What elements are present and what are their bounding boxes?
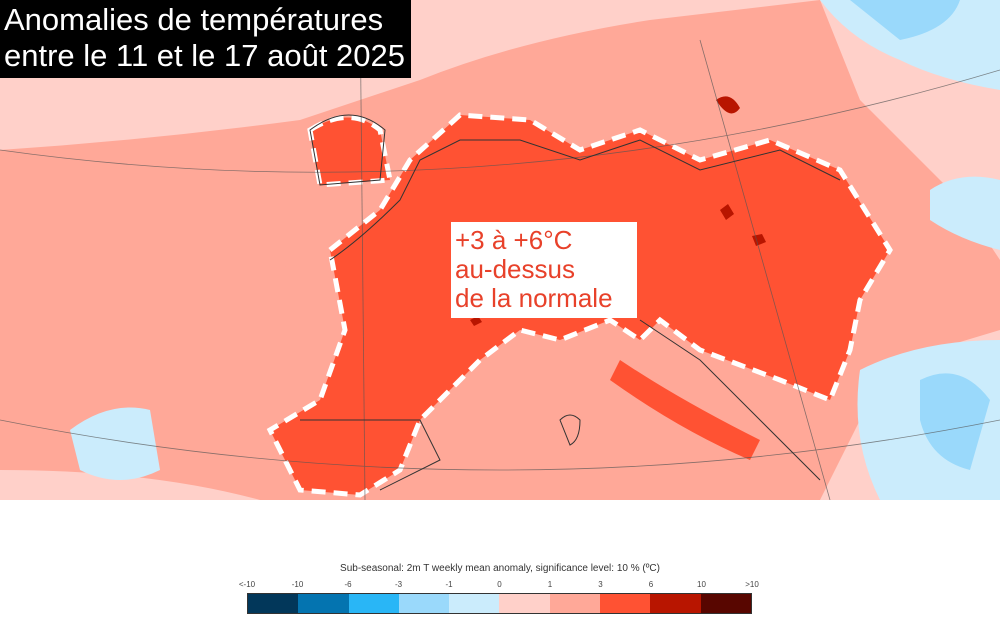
legend-swatch [650,594,701,613]
legend-tick: 6 [648,580,654,589]
legend-swatch [449,594,500,613]
annotation-line-3: de la normale [455,283,613,313]
legend-swatch [398,594,450,613]
annotation-line-1: +3 à +6°C [455,225,573,255]
legend-swatch [549,594,601,613]
legend-tick: 0 [497,580,502,589]
legend-tick: <-10 [238,580,256,589]
legend-swatch [499,594,550,613]
legend-tick: 1 [547,580,553,589]
annotation-line-2: au-dessus [455,254,575,284]
title-line-1: Anomalies de températures [4,2,384,37]
legend-caption: Sub-seasonal: 2m T weekly mean anomaly, … [340,563,660,574]
legend-tick: -1 [445,580,453,589]
legend-swatch [348,594,399,613]
map-title: Anomalies de températures entre le 11 et… [0,0,412,78]
legend-swatch [248,594,299,613]
cold-region-sw [70,407,160,480]
legend-tick: -6 [344,580,352,589]
legend-tick: 10 [697,580,706,589]
anomaly-annotation: +3 à +6°C au-dessus de la normale [451,222,637,318]
legend-swatch [298,594,349,613]
legend-tick: -3 [394,580,403,589]
legend-tick: 3 [598,580,603,589]
legend-swatch [600,594,651,613]
legend-tick: -10 [291,580,304,589]
title-line-2: entre le 11 et le 17 août 2025 [4,38,406,73]
legend-tick: >10 [745,580,759,589]
legend-colorbar [247,593,752,614]
legend-swatch [700,594,751,613]
legend-ticks: <-10 -10 -6 -3 -1 0 1 3 6 10 >10 [239,580,759,590]
